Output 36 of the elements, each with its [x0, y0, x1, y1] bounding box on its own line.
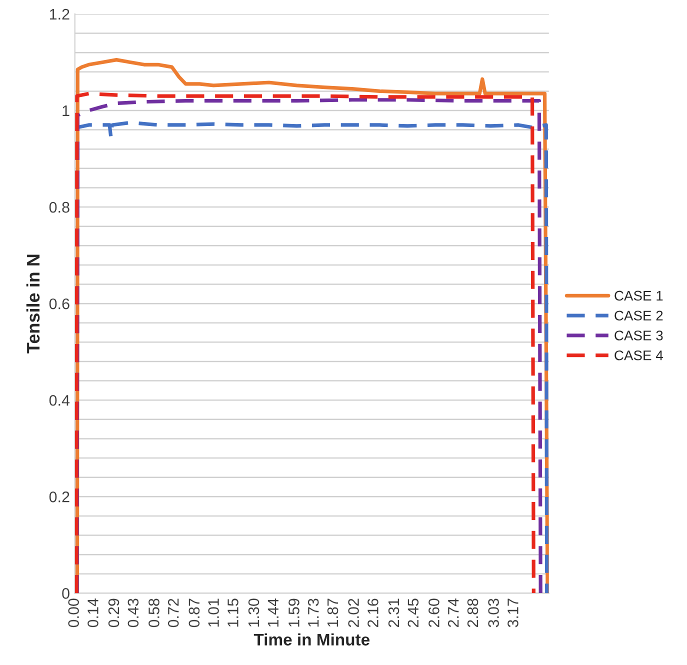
legend-label: CASE 2 — [614, 310, 663, 321]
x-tick-label: 2.16 — [368, 598, 378, 628]
x-tick-label: 1.87 — [327, 598, 338, 627]
x-tick-label: 2.31 — [388, 598, 400, 628]
x-tick-label: 0.29 — [108, 598, 120, 628]
x-axis-title: Time in Minute — [254, 633, 370, 646]
x-tick-label: 0.72 — [168, 598, 179, 628]
y-tick-label: 1 — [62, 106, 70, 116]
y-axis-title: Tensile in N — [26, 254, 40, 354]
x-tick-label: 1.30 — [248, 598, 260, 627]
x-tick-label: 0.00 — [68, 598, 79, 628]
x-tick-label: 2.60 — [428, 598, 440, 628]
x-tick-label: 0.14 — [88, 598, 98, 628]
y-tick-label: 0 — [62, 588, 70, 599]
x-tick-label: 0.58 — [148, 598, 160, 628]
x-tick-label: 0.43 — [128, 598, 139, 628]
x-tick-label: 1.59 — [288, 598, 300, 627]
y-tick-label: 0.8 — [49, 202, 70, 213]
x-tick-label: 3.03 — [488, 598, 499, 628]
x-tick-label: 1.01 — [208, 598, 219, 627]
y-tick-label: 0.4 — [49, 394, 70, 406]
x-tick-label: 2.88 — [467, 598, 478, 628]
y-tick-label: 0.2 — [49, 492, 70, 502]
x-tick-label: 2.45 — [408, 598, 419, 628]
x-tick-label: 1.44 — [268, 598, 278, 627]
x-tick-label: 2.74 — [448, 598, 459, 628]
y-tick-label: 1.2 — [50, 8, 70, 20]
legend-label: CASE 3 — [614, 330, 663, 340]
legend-label: CASE 1 — [614, 290, 663, 301]
x-tick-label: 1.73 — [308, 598, 319, 627]
x-tick-label: 2.02 — [348, 598, 359, 628]
x-tick-label: 1.15 — [228, 598, 238, 627]
legend-label: CASE 4 — [614, 350, 663, 360]
y-tick-label: 0.6 — [49, 298, 70, 310]
x-tick-label: 3.17 — [508, 598, 518, 628]
x-tick-label: 0.87 — [188, 598, 200, 628]
